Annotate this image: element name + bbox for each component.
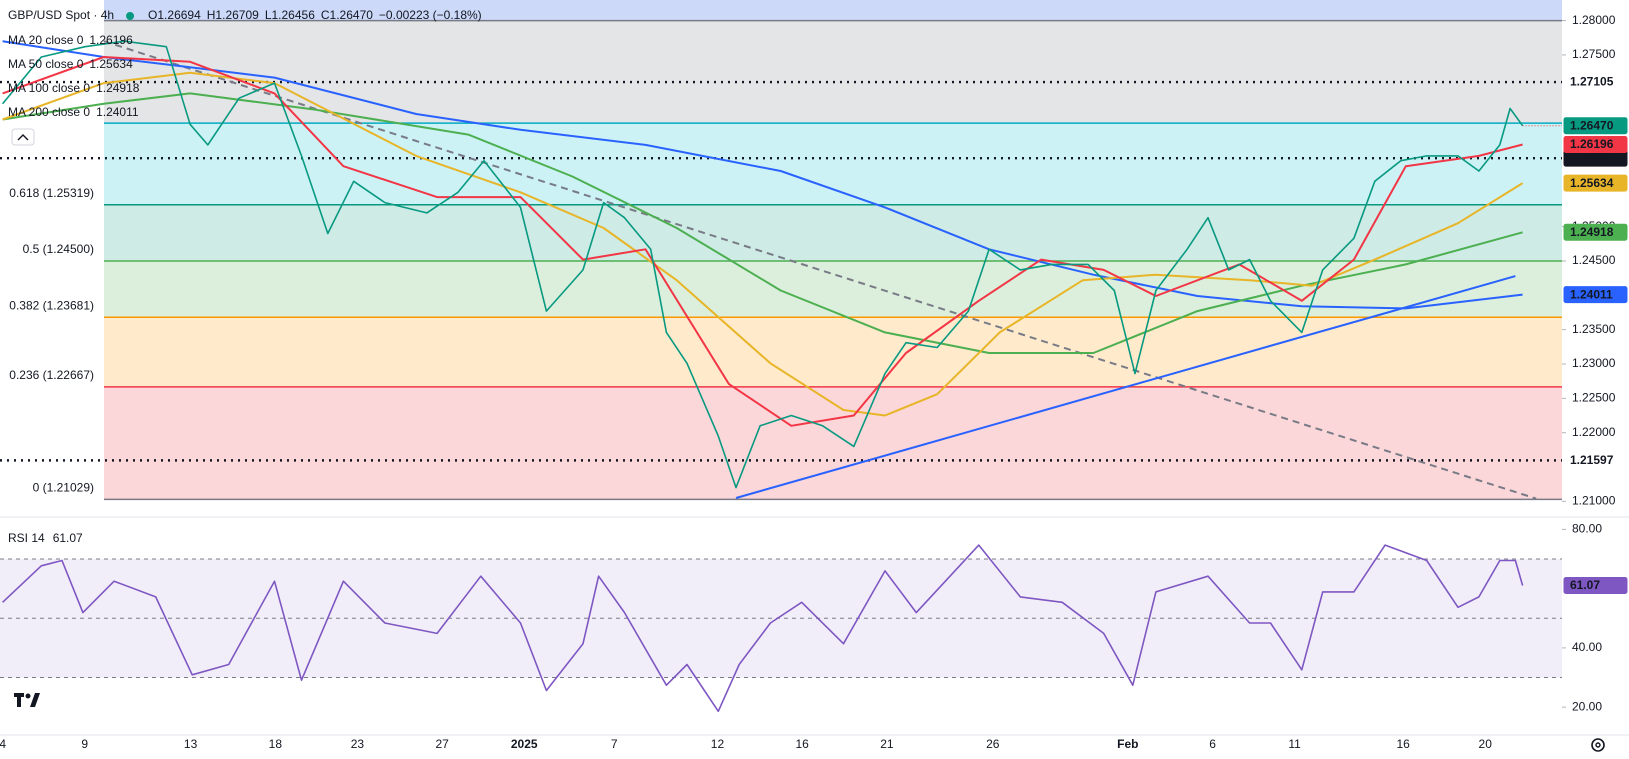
y-tick-label: 1.22000: [1572, 425, 1616, 439]
trend-line: [735, 275, 1516, 499]
x-tick-label: 12: [711, 737, 725, 751]
x-tick-label: 11: [1288, 737, 1301, 751]
x-tick-label: 27: [435, 737, 449, 751]
price-label: 1.25634: [1570, 176, 1614, 190]
x-tick-label: 6: [1209, 737, 1216, 751]
price-label: 1.24011: [1570, 287, 1613, 301]
fib-label: 0.618 (1.25319): [9, 186, 94, 200]
legend-name: MA 100 close 0: [8, 81, 90, 95]
fib-label: 0 (1.21029): [33, 481, 94, 495]
logo-part: [17, 693, 21, 707]
price-label-box: [1563, 136, 1628, 154]
price-label-box: [1563, 117, 1628, 135]
y-tick-label: 1.23000: [1572, 356, 1616, 370]
fib-band: [104, 204, 1562, 261]
x-tick-label: 23: [351, 737, 365, 751]
price-label: 1.25997: [1570, 151, 1614, 165]
price-label: 1.24918: [1570, 225, 1614, 239]
price-label-box: [1563, 223, 1628, 241]
x-tick-label: 13: [184, 737, 198, 751]
x-tick-label: 18: [269, 737, 283, 751]
x-tick-label: 7: [611, 737, 618, 751]
x-tick-label: 9: [81, 737, 88, 751]
x-tick-label: 16: [1396, 737, 1410, 751]
price-label-box: [1563, 576, 1628, 594]
logo: [14, 693, 40, 707]
rsi-band-fill: [0, 559, 1562, 678]
fib-label: 0.382 (1.23681): [9, 298, 94, 312]
x-tick-label: 21: [880, 737, 894, 751]
y-tick-label: 80.00: [1572, 522, 1602, 536]
fib-band: [104, 123, 1562, 205]
x-tick-label: Feb: [1117, 737, 1138, 751]
fib-band: [104, 317, 1562, 387]
y-tick-label: 1.21000: [1572, 494, 1616, 508]
ohlc-value: C1.26470: [321, 8, 373, 22]
x-tick-label: 4: [0, 737, 6, 751]
legend-value: 61.07: [53, 531, 83, 545]
legend-name: RSI 14: [8, 531, 45, 545]
price-label-box: [1563, 451, 1628, 469]
fib-label: 0.236 (1.22667): [9, 368, 94, 382]
price-label: 61.07: [1570, 578, 1600, 592]
upper-band: [104, 0, 1562, 21]
gear-center[interactable]: [1595, 742, 1601, 748]
legend-value: 1.24011: [96, 105, 139, 119]
y-tick-label: 1.24500: [1572, 253, 1616, 267]
chart-title: GBP/USD Spot · 4h: [8, 8, 114, 22]
fib-band: [104, 386, 1562, 500]
settings-icon[interactable]: [1591, 738, 1605, 752]
x-tick-label: 20: [1479, 737, 1493, 751]
logo-part: [30, 693, 40, 707]
ohlc-value: −0.00223 (−0.18%): [379, 8, 482, 22]
fib-label: 0.5 (1.24500): [23, 242, 94, 256]
y-tick-label: 1.28000: [1572, 13, 1616, 27]
y-tick-label: 20.00: [1572, 699, 1602, 713]
series-line: [2, 40, 1523, 310]
ohlc-value: O1.26694: [148, 8, 201, 22]
series-line: [2, 71, 1524, 417]
price-label-box: [1563, 73, 1628, 91]
series-line: [2, 56, 1523, 427]
price-label: 1.26470: [1570, 118, 1614, 132]
y-tick-label: 1.22500: [1572, 391, 1616, 405]
ohlc-value: H1.26709: [207, 8, 259, 22]
legend-value: 1.26196: [89, 33, 133, 47]
legend-name: MA 50 close 0: [8, 57, 84, 71]
legend-value: 1.25634: [89, 57, 133, 71]
x-tick-label: 16: [796, 737, 810, 751]
trend-line: [103, 40, 1537, 500]
legend-name: MA 200 close 0: [8, 105, 90, 119]
gear[interactable]: [1591, 738, 1605, 752]
fib-band: [104, 20, 1562, 124]
chevron[interactable]: [17, 134, 29, 141]
price-label: 1.21597: [1570, 453, 1614, 467]
price-label: 1.27105: [1570, 75, 1614, 89]
price-label: 1.26196: [1570, 137, 1614, 151]
series-line: [2, 544, 1524, 713]
ohlc-value: L1.26456: [265, 8, 315, 22]
legend-value: 1.24918: [96, 81, 140, 95]
button-frame[interactable]: [11, 128, 35, 146]
x-tick-label: 26: [986, 737, 1000, 751]
collapse-button[interactable]: [11, 128, 35, 146]
y-tick-label: 1.23500: [1572, 322, 1616, 336]
logo-part: [25, 693, 31, 699]
series-line: [1, 40, 1524, 489]
x-tick-label: 2025: [511, 737, 538, 751]
status-dot: [126, 12, 135, 20]
y-tick-label: 40.00: [1572, 640, 1602, 654]
fib-band: [104, 260, 1562, 318]
price-label-box: [1563, 174, 1628, 192]
y-tick-label: 1.27500: [1572, 47, 1616, 61]
price-label-box: [1563, 286, 1628, 304]
legend-name: MA 20 close 0: [8, 33, 84, 47]
